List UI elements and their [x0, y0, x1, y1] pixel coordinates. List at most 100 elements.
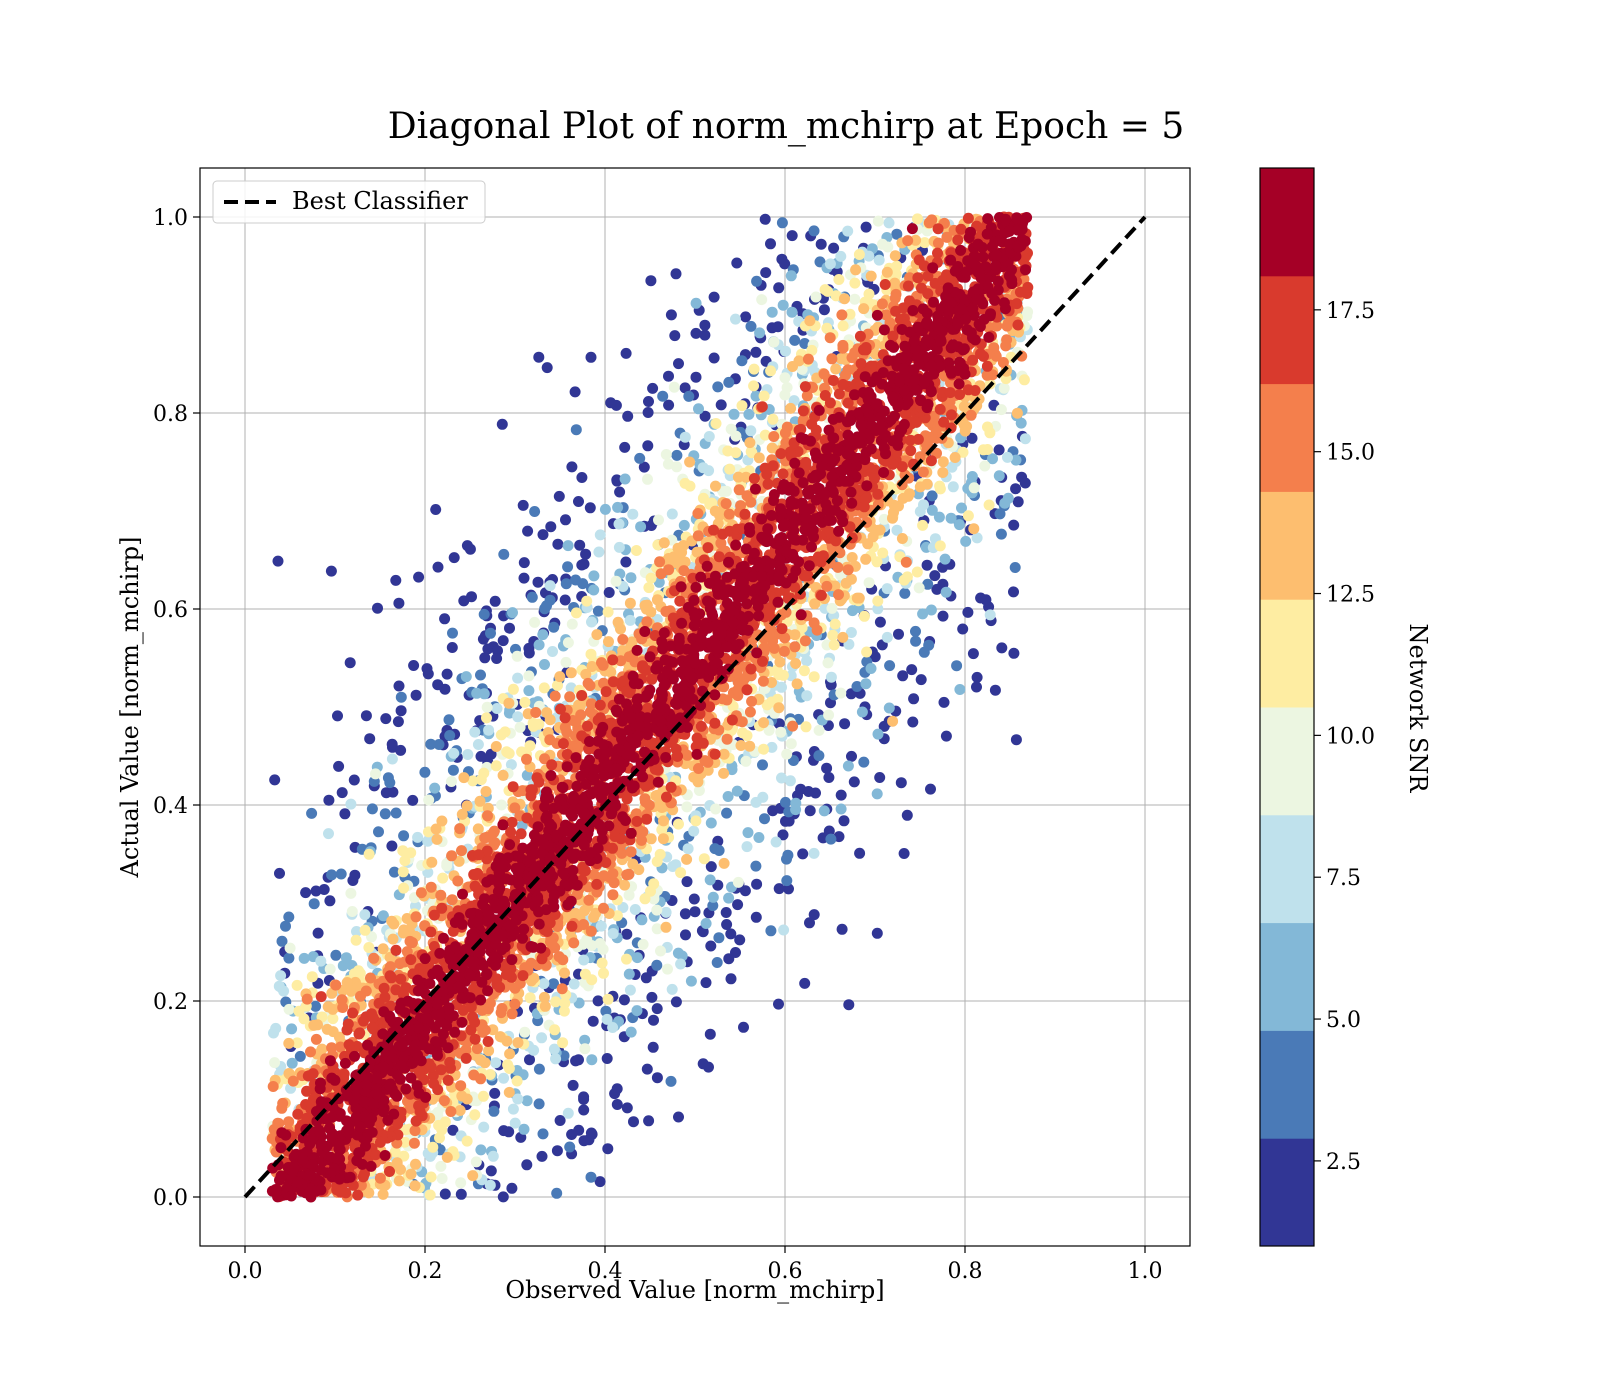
- scatter-point: [643, 799, 655, 811]
- scatter-point: [709, 717, 721, 729]
- scatter-point: [993, 444, 1005, 456]
- scatter-point: [443, 714, 455, 726]
- scatter-point: [498, 548, 510, 560]
- scatter-point: [497, 769, 509, 781]
- scatter-point: [554, 671, 566, 683]
- scatter-point: [395, 691, 407, 703]
- scatter-point: [475, 1144, 487, 1156]
- scatter-point: [586, 940, 598, 951]
- scatter-point: [438, 1095, 450, 1107]
- scatter-point: [645, 885, 656, 897]
- scatter-point: [374, 1172, 386, 1184]
- scatter-point: [364, 733, 376, 745]
- scatter-point: [874, 524, 886, 536]
- scatter-point: [703, 431, 715, 442]
- scatter-point: [360, 710, 372, 722]
- scatter-point: [735, 740, 747, 751]
- scatter-point: [766, 741, 778, 753]
- scatter-point: [646, 991, 658, 1003]
- scatter-point: [917, 608, 929, 620]
- scatter-point: [538, 682, 550, 694]
- scatter-point: [907, 716, 919, 728]
- scatter-point: [836, 309, 848, 321]
- scatter-point: [787, 720, 799, 732]
- scatter-point: [904, 488, 915, 500]
- scatter-point: [780, 815, 791, 827]
- scatter-point: [937, 467, 949, 478]
- scatter-point: [592, 995, 604, 1007]
- scatter-point: [293, 1005, 305, 1017]
- scatter-point: [498, 1072, 510, 1084]
- scatter-point: [524, 740, 536, 752]
- scatter-point: [657, 833, 669, 845]
- scatter-point: [602, 606, 614, 618]
- scatter-point: [591, 629, 603, 641]
- scatter-point: [871, 788, 883, 800]
- scatter-point: [901, 809, 913, 821]
- scatter-point: [740, 311, 752, 323]
- scatter-point: [327, 1013, 339, 1025]
- scatter-point: [750, 346, 762, 358]
- scatter-point: [784, 775, 796, 787]
- scatter-point: [291, 979, 303, 991]
- scatter-point: [874, 616, 886, 628]
- scatter-point: [623, 868, 635, 880]
- scatter-point: [932, 247, 943, 259]
- scatter-point: [695, 720, 707, 732]
- scatter-point: [526, 591, 538, 603]
- scatter-point: [743, 408, 755, 420]
- scatter-point: [721, 807, 733, 819]
- scatter-point: [585, 925, 597, 937]
- scatter-point: [478, 1121, 490, 1133]
- scatter-point: [564, 1141, 576, 1153]
- scatter-point: [323, 794, 335, 806]
- scatter-point: [724, 463, 736, 475]
- scatter-point: [408, 1137, 420, 1149]
- scatter-point: [765, 365, 777, 377]
- scatter-point: [828, 639, 840, 651]
- scatter-point: [539, 659, 550, 670]
- scatter-point: [861, 646, 873, 658]
- scatter-point: [491, 653, 503, 664]
- scatter-point: [602, 1143, 614, 1155]
- scatter-point: [448, 747, 460, 759]
- scatter-point: [573, 496, 584, 507]
- scatter-point: [937, 610, 949, 622]
- scatter-point: [587, 1015, 599, 1027]
- scatter-point: [469, 1033, 481, 1045]
- scatter-point: [580, 668, 592, 680]
- scatter-point: [745, 496, 757, 508]
- scatter-point: [721, 733, 733, 745]
- scatter-point: [996, 642, 1008, 654]
- scatter-point: [283, 952, 295, 964]
- scatter-point: [673, 358, 684, 370]
- plot-area: [199, 167, 1191, 1247]
- scatter-point: [390, 807, 402, 819]
- scatter-point: [566, 461, 578, 473]
- scatter-point: [276, 1102, 288, 1114]
- scatter-point: [460, 1052, 472, 1064]
- scatter-point: [588, 911, 600, 923]
- scatter-point: [301, 1085, 313, 1097]
- scatter-point: [551, 1145, 563, 1157]
- scatter-point: [876, 298, 888, 310]
- scatter-point: [397, 866, 409, 878]
- scatter-point: [455, 1080, 467, 1092]
- scatter-point: [594, 1176, 606, 1188]
- scatter-point: [1012, 496, 1024, 508]
- scatter-point: [966, 432, 978, 444]
- scatter-point: [679, 431, 691, 443]
- scatter-point: [844, 308, 856, 320]
- scatter-point: [902, 235, 914, 247]
- scatter-point: [799, 338, 811, 349]
- scatter-point: [879, 279, 891, 290]
- scatter-point: [731, 785, 743, 797]
- scatter-point: [914, 481, 926, 493]
- scatter-point: [336, 787, 348, 799]
- scatter-point: [753, 832, 765, 843]
- scatter-point: [676, 546, 688, 558]
- scatter-point: [379, 808, 391, 820]
- scatter-point: [452, 875, 464, 887]
- scatter-point: [877, 547, 889, 559]
- scatter-point: [529, 506, 541, 517]
